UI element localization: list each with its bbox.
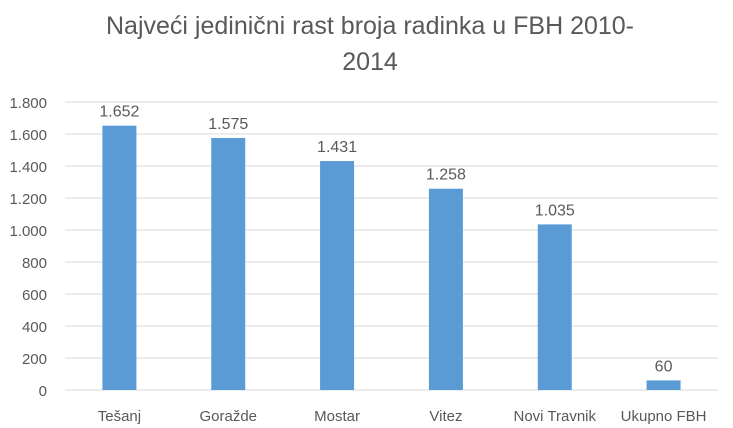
data-label: 1.035 bbox=[535, 202, 575, 219]
y-tick-label: 0 bbox=[39, 383, 47, 400]
y-tick-label: 400 bbox=[22, 319, 47, 336]
x-tick-label: Novi Travnik bbox=[513, 408, 596, 425]
y-tick-label: 1.400 bbox=[9, 159, 47, 176]
data-label: 1.575 bbox=[208, 116, 248, 133]
bar bbox=[320, 161, 355, 390]
y-tick-label: 200 bbox=[22, 351, 47, 368]
x-tick-label: Tešanj bbox=[98, 408, 141, 425]
data-label: 1.258 bbox=[426, 167, 466, 184]
data-label: 1.652 bbox=[99, 104, 139, 121]
y-tick-label: 1.600 bbox=[9, 127, 47, 144]
y-tick-label: 1.000 bbox=[9, 223, 47, 240]
y-tick-label: 1.200 bbox=[9, 191, 47, 208]
x-tick-label: Mostar bbox=[314, 408, 360, 425]
bar bbox=[428, 188, 463, 390]
x-tick-label: Vitez bbox=[429, 408, 462, 425]
y-tick-label: 1.800 bbox=[9, 95, 47, 112]
chart-title: Najveći jedinični rast broja radinka u F… bbox=[105, 12, 635, 76]
x-tick-label: Goražde bbox=[199, 408, 257, 425]
y-tick-label: 800 bbox=[22, 255, 47, 272]
bar bbox=[102, 125, 137, 391]
data-label: 60 bbox=[655, 358, 673, 375]
data-label: 1.431 bbox=[317, 139, 357, 156]
bar bbox=[211, 138, 246, 390]
bar bbox=[646, 380, 681, 390]
y-tick-label: 600 bbox=[22, 287, 47, 304]
x-tick-label: Ukupno FBH bbox=[621, 408, 707, 425]
bar bbox=[537, 224, 572, 390]
